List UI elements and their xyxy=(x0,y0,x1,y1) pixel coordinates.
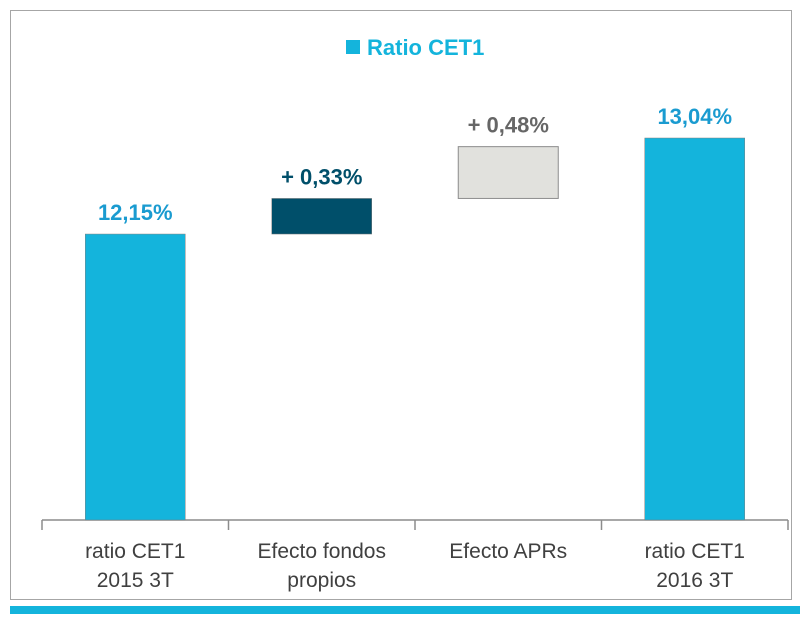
bar xyxy=(271,198,372,235)
legend-label: Ratio CET1 xyxy=(367,35,484,60)
bar xyxy=(457,146,559,199)
x-tick-label: Efecto APRs xyxy=(449,540,567,563)
value-label: + 0,48% xyxy=(468,113,549,138)
footer-bar xyxy=(10,606,800,614)
legend-swatch xyxy=(346,40,360,54)
x-tick-label: ratio CET1 xyxy=(645,540,745,563)
x-tick-label: 2015 3T xyxy=(97,569,174,592)
x-tick-label: ratio CET1 xyxy=(85,540,185,563)
value-label: + 0,33% xyxy=(281,164,362,189)
value-label: 13,04% xyxy=(657,104,732,129)
x-tick-label: Efecto fondos xyxy=(258,540,386,563)
bar xyxy=(85,233,186,521)
bar xyxy=(644,137,745,521)
x-tick-label: 2016 3T xyxy=(656,569,733,592)
value-label: 12,15% xyxy=(98,200,173,225)
x-tick-label: propios xyxy=(287,569,356,592)
